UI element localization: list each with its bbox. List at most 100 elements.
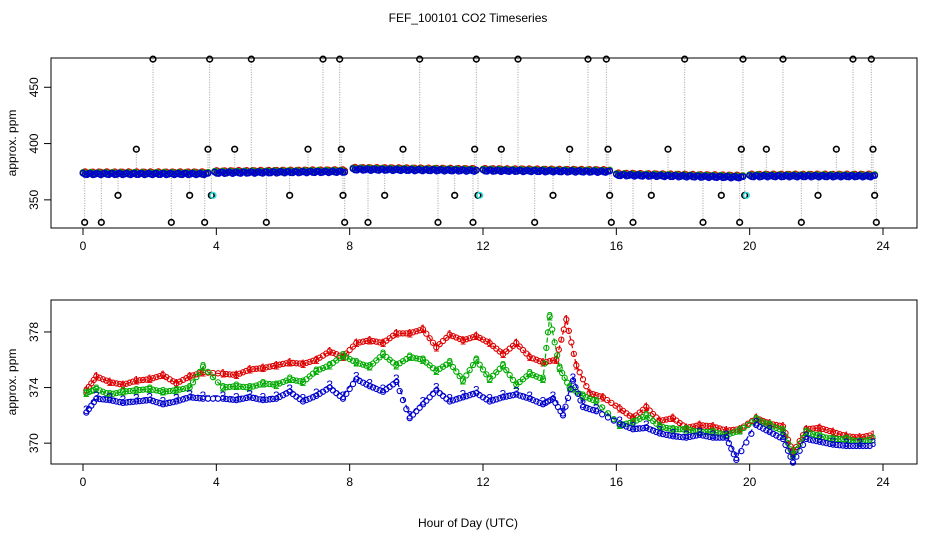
bottom-series-1-point: [149, 375, 157, 382]
top-data-marks: [79, 55, 880, 226]
bottom-series-3-label: 3: [433, 381, 440, 395]
bottom-series-1-label: 1: [830, 425, 837, 439]
bottom-series-2-point: [459, 377, 467, 384]
bottom-series-3-point: [793, 453, 800, 460]
bottom-x-tick-label-1: 4: [213, 475, 220, 489]
bottom-series-2-point: [806, 429, 813, 437]
bottom-series-1-label: 1: [120, 378, 127, 392]
bottom-series-3-point: [859, 442, 867, 450]
bottom-series-1-point: [513, 339, 520, 347]
bottom-series-1-point: [733, 426, 740, 433]
bottom-series-1-point: [139, 376, 147, 384]
bottom-series-1-label: 1: [106, 375, 113, 389]
bottom-series-2-point: [456, 372, 463, 380]
bottom-series-2-point: [836, 435, 843, 443]
bottom-series-3-label: 3: [526, 389, 533, 403]
bottom-series-2-point: [663, 424, 670, 432]
bottom-series-1-point: [612, 402, 619, 409]
bottom-series-3-point: [846, 442, 853, 450]
bottom-series-2-label: 2: [616, 418, 623, 432]
bottom-series-3-point: [266, 396, 273, 403]
bottom-series-3-point: [263, 396, 270, 403]
bottom-series-2-point: [186, 384, 193, 391]
bottom-series-3-point: [789, 459, 797, 466]
bottom-series-1-point: [266, 363, 273, 370]
bottom-series-2-label: 2: [566, 381, 573, 395]
bottom-series-2-point: [179, 385, 187, 393]
bottom-series-1-point: [296, 360, 303, 367]
bottom-series-2-point: [866, 436, 873, 443]
bottom-series-2-point: [156, 387, 163, 395]
bottom-series-3-point: [693, 432, 700, 439]
bottom-series-2-point: [583, 394, 590, 401]
bottom-series-2-point: [593, 398, 600, 405]
top-calibration-point: [584, 55, 592, 63]
bottom-series-3-label: 3: [273, 389, 280, 403]
bottom-series-3-label: 3: [220, 389, 227, 403]
bottom-series-3-point: [463, 393, 470, 400]
bottom-series-3-point: [839, 442, 847, 449]
bottom-series-2-point: [193, 373, 200, 381]
bottom-series-2-point: [676, 426, 683, 433]
bottom-series-3-point: [686, 433, 693, 441]
bottom-series-1-point: [568, 339, 575, 346]
bottom-series-3-point: [779, 435, 787, 443]
bottom-series-3-point: [579, 403, 587, 411]
bottom-series-1-label: 1: [870, 428, 877, 442]
bottom-series-1-point: [573, 362, 580, 369]
bottom-series-3-point: [303, 396, 310, 404]
bottom-series-1-label: 1: [600, 390, 607, 404]
bottom-series-3-point: [373, 385, 380, 393]
bottom-series-3-point: [699, 432, 707, 439]
bottom-series-2-label: 2: [286, 372, 293, 386]
bottom-series-1-point: [143, 376, 150, 383]
bottom-series-2-label: 2: [106, 388, 113, 402]
bottom-series-1-point: [429, 339, 437, 346]
bottom-series-1-point: [608, 399, 615, 406]
bottom-series-2-point: [159, 388, 167, 395]
bottom-y-tick-label-2: 378: [27, 322, 41, 342]
bottom-series-1-point: [729, 426, 737, 434]
bottom-series-2-point: [139, 386, 147, 393]
bottom-series-1-label: 1: [273, 358, 280, 372]
bottom-series-2-point: [353, 359, 360, 366]
bottom-series-1-point: [329, 349, 337, 356]
bottom-series-1-label: 1: [186, 369, 193, 383]
bottom-series-1-point: [353, 339, 360, 347]
bottom-series-2-point: [363, 362, 370, 369]
bottom-series-1-point: [653, 414, 660, 421]
bottom-series-1-point: [589, 391, 597, 398]
bottom-series-1-point: [549, 357, 557, 364]
bottom-series-2-point: [693, 428, 700, 435]
bottom-series-3-label: 3: [753, 415, 760, 429]
bottom-series-1-label: 1: [260, 361, 267, 375]
bottom-series-2-point: [256, 381, 263, 388]
bottom-series-1-label: 1: [723, 424, 730, 438]
bottom-series-1-point: [719, 426, 727, 433]
bottom-series-3-point: [663, 431, 670, 438]
bottom-series-3-point: [509, 392, 517, 399]
bottom-series-2-point: [493, 369, 500, 376]
bottom-series-1-point: [153, 373, 160, 381]
bottom-series-2-point: [809, 430, 817, 438]
bottom-series-2-label: 2: [160, 385, 167, 399]
bottom-series-2-point: [683, 426, 690, 433]
bottom-series-3-label: 3: [870, 436, 877, 450]
bottom-series-3-point: [279, 392, 287, 399]
bottom-series-1-label: 1: [393, 326, 400, 340]
bottom-series-2-point: [469, 361, 477, 369]
top-ambient-point: [606, 167, 614, 175]
bottom-series-2-point: [586, 395, 593, 402]
bottom-series-3-point: [813, 437, 820, 445]
bottom-series-1-point: [479, 336, 487, 343]
bottom-series-3-point: [666, 432, 673, 439]
bottom-y-tick-label-0: 370: [27, 433, 41, 453]
bottom-series-3-point: [853, 442, 860, 450]
bottom-series-2-point: [196, 368, 203, 376]
bottom-series-1-point: [179, 376, 187, 384]
bottom-series-1-point: [446, 331, 453, 338]
bottom-series-3-point: [123, 399, 130, 406]
top-calibration-point: [664, 145, 672, 153]
top-calibration-point: [399, 145, 407, 153]
